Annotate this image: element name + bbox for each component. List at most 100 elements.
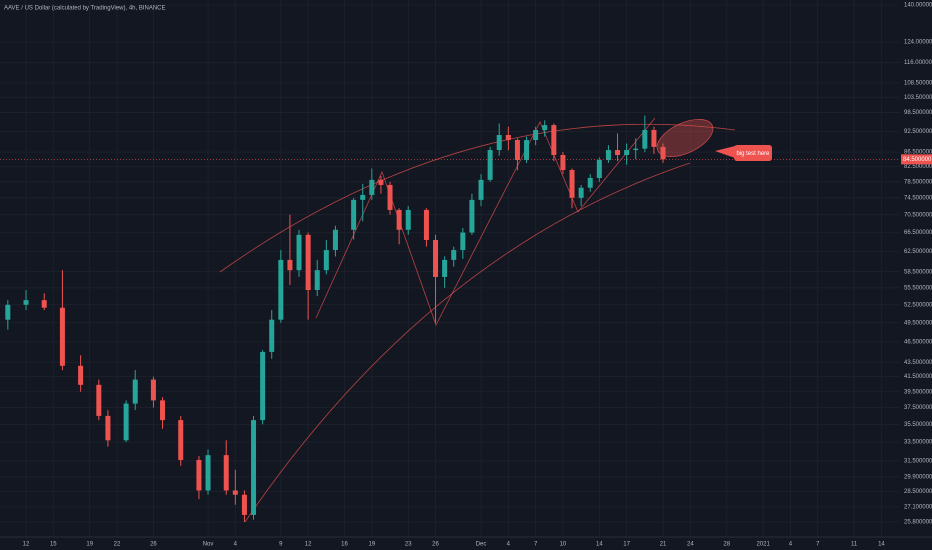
x-tick-label: 23	[405, 542, 412, 548]
y-tick-label: 86.500000	[904, 150, 932, 156]
callout	[734, 145, 772, 161]
candle-body	[478, 179, 484, 200]
candle-body	[5, 304, 11, 320]
candle-body	[405, 209, 411, 230]
y-tick-label: 37.500000	[904, 405, 932, 411]
x-tick-label: 24	[687, 542, 694, 548]
candle-body	[105, 415, 111, 441]
candle-body	[487, 150, 493, 180]
y-tick-label: 46.500000	[904, 339, 932, 345]
candle-body	[59, 307, 65, 366]
x-tick-label: 15	[50, 542, 57, 548]
last-price-label: 84.500000	[903, 157, 932, 163]
chart-title: AAVE / US Dollar (calculated by TradingV…	[4, 6, 166, 12]
y-tick-label: 78.500000	[904, 179, 932, 185]
x-tick-label: 4	[234, 542, 238, 548]
annotation: big test here	[736, 151, 770, 157]
y-tick-label: 49.500000	[904, 320, 932, 326]
y-tick-label: 39.500000	[904, 389, 932, 395]
candle-body	[96, 384, 102, 416]
candle-body	[396, 209, 402, 230]
candle-body	[378, 179, 384, 185]
x-tick-label: 26	[432, 542, 439, 548]
x-tick-label: 21	[660, 542, 667, 548]
candle-body	[23, 300, 29, 305]
candle-body	[460, 232, 466, 251]
candle-body	[196, 459, 202, 491]
x-tick-label: 4	[789, 542, 793, 548]
candle-body	[633, 148, 639, 151]
candle-body	[469, 199, 475, 233]
y-tick-label: 28.500000	[904, 489, 932, 495]
callout-pointer	[715, 146, 735, 158]
candle-body	[660, 146, 666, 160]
candle-body	[223, 455, 229, 491]
x-tick-label: 12	[305, 542, 312, 548]
candle-body	[78, 365, 84, 385]
candle-body	[387, 184, 393, 210]
y-tick-label: 52.500000	[904, 302, 932, 308]
candle-body	[569, 169, 575, 198]
candle-body	[132, 379, 138, 404]
y-tick-label: 74.500000	[904, 195, 932, 201]
x-tick-label: 7	[534, 542, 538, 548]
y-tick-label: 103.500000	[904, 95, 932, 101]
candle-body	[41, 300, 47, 308]
x-tick-label: 16	[341, 542, 348, 548]
x-tick-label: 14	[596, 542, 603, 548]
y-tick-label: 70.500000	[904, 212, 932, 218]
candle-body	[369, 179, 375, 195]
y-tick-label: 35.500000	[904, 422, 932, 428]
candle-body	[205, 455, 211, 491]
candle-body	[496, 134, 502, 151]
x-tick-label: Nov	[203, 542, 214, 548]
x-tick-label: Dec	[476, 542, 487, 548]
arc-bottom	[244, 162, 691, 523]
y-tick-label: 116.000000	[904, 60, 932, 66]
x-tick-label: 26	[150, 542, 157, 548]
candle-body	[560, 154, 566, 170]
candle-body	[123, 403, 129, 441]
y-tick-label: 55.500000	[904, 285, 932, 291]
candle-body	[423, 209, 429, 240]
y-tick-label: 33.500000	[904, 440, 932, 446]
y-tick-label: 92.500000	[904, 129, 932, 135]
y-tick-label: 58.500000	[904, 269, 932, 275]
candle-body	[451, 250, 457, 260]
candle-body	[605, 150, 611, 161]
candle-body	[278, 259, 284, 320]
axes: 140.000000 124.000000 116.000000 108.500000…	[0, 3, 932, 548]
x-tick-label: 17	[623, 542, 630, 548]
candle-body	[296, 234, 302, 271]
x-tick-label: 4	[507, 542, 511, 548]
candle-body	[287, 259, 293, 271]
candle-body	[433, 239, 439, 277]
y-tick-label: 62.500000	[904, 249, 932, 255]
y-tick-label: 82.500000	[904, 164, 932, 170]
candle-body	[642, 130, 648, 149]
candle-body	[542, 125, 548, 131]
y-tick-label: 29.900000	[904, 474, 932, 480]
candle-body	[178, 420, 184, 460]
candle-body	[596, 160, 602, 178]
candle-body	[251, 420, 257, 515]
price-axis	[900, 0, 932, 550]
y-tick-label: 108.500000	[904, 80, 932, 86]
y-tick-label: 27.100000	[904, 504, 932, 510]
last-price-badge	[901, 154, 932, 165]
candle-body	[524, 140, 530, 161]
candle-body	[260, 351, 266, 421]
candle-body	[351, 199, 357, 230]
y-tick-label: 43.500000	[904, 360, 932, 366]
candle-body	[551, 125, 557, 155]
x-tick-label: 10	[560, 542, 567, 548]
candle-body	[314, 270, 320, 291]
candle-body	[305, 234, 311, 291]
candle-body	[332, 229, 338, 251]
y-tick-label: 25.800000	[904, 520, 932, 526]
candle-body	[615, 150, 621, 155]
x-tick-label: 2021	[756, 542, 770, 548]
candle-body	[505, 134, 511, 141]
x-tick-label: 28	[723, 542, 730, 548]
